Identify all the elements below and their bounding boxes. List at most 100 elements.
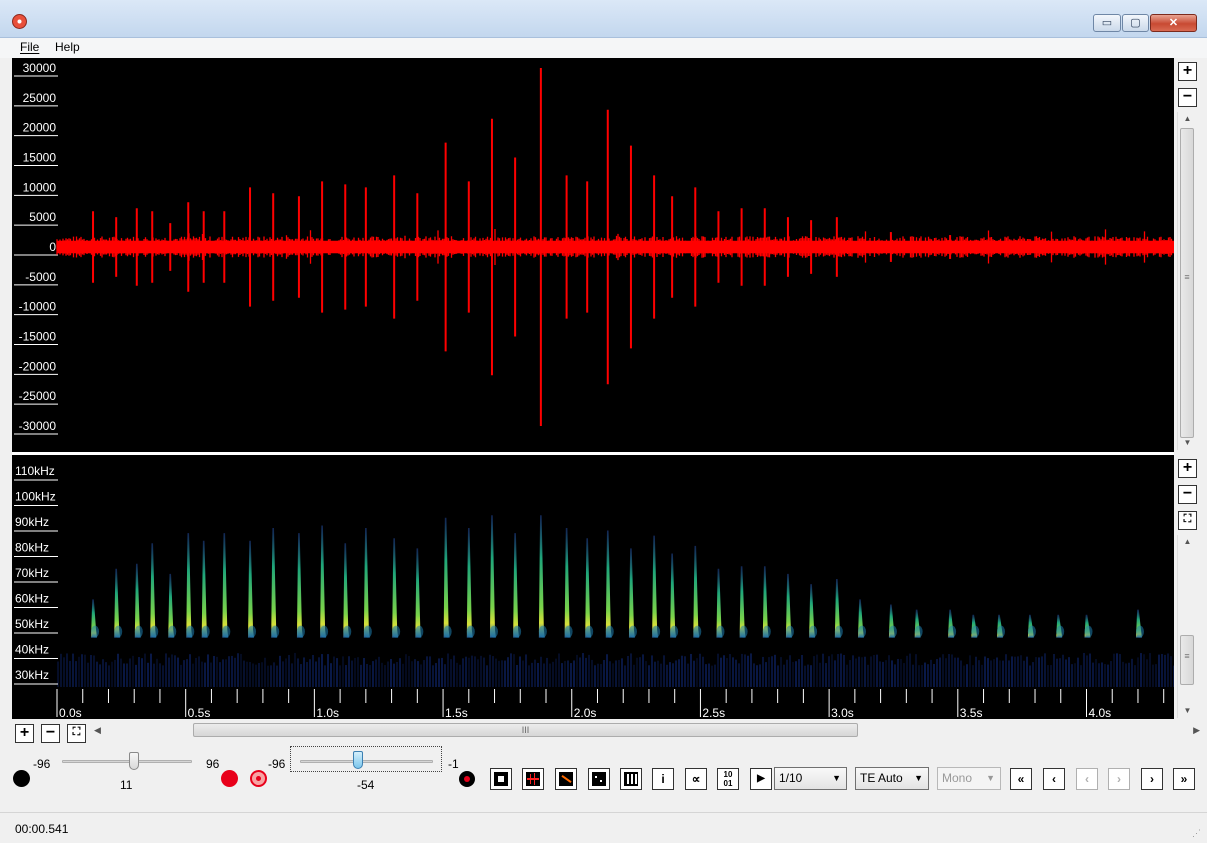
resize-grip-icon[interactable]: ⋰	[1192, 828, 1201, 838]
spectrogram-noise	[459, 664, 461, 687]
spectrogram-fit-button[interactable]: ⛶	[1178, 511, 1197, 530]
time-fit-button[interactable]: ⛶	[67, 724, 86, 743]
spectrogram-noise	[1044, 653, 1046, 687]
binary-icon: 10 01	[723, 770, 733, 788]
record-trigger-icon[interactable]	[250, 770, 267, 787]
scroll-up-arrow-icon[interactable]: ▲	[1183, 114, 1192, 123]
play-button[interactable]: ▶	[750, 768, 772, 790]
spectrogram-call	[320, 525, 327, 638]
spectrogram-noise	[1014, 656, 1016, 687]
spectrogram-noise	[141, 658, 143, 687]
spectrogram-noise	[726, 658, 728, 687]
info-button[interactable]: i	[652, 768, 674, 790]
spectrogram-zoom-out-button[interactable]: −	[1178, 485, 1197, 504]
spectrogram-call	[564, 528, 571, 638]
spectrogram-call-base	[914, 625, 923, 638]
spectrogram-noise	[1074, 663, 1076, 687]
panel-divider[interactable]	[12, 452, 1174, 455]
spectrogram-call-base	[1135, 625, 1144, 638]
scroll-left-arrow-icon[interactable]: ◀	[94, 725, 101, 735]
time-horizontal-scrollbar[interactable]: ◀ III ▶	[94, 722, 1200, 738]
spectrogram-noise	[519, 656, 521, 687]
spectrogram-scroll-thumb[interactable]	[1180, 635, 1194, 685]
spectrogram-noise	[369, 665, 371, 687]
spectrogram-noise	[162, 665, 164, 687]
decimation-select[interactable]: 1/10 ▼	[774, 767, 847, 790]
scroll-down-arrow-icon[interactable]: ▼	[1183, 438, 1192, 447]
next-trigger-button[interactable]: ›	[1108, 768, 1130, 790]
spectrogram-noise	[267, 665, 269, 687]
spectrogram-noise	[654, 661, 656, 687]
time-zoom-in-button[interactable]: +	[15, 724, 34, 743]
spectrogram-noise	[750, 653, 752, 687]
spectrogram-noise	[1158, 654, 1160, 687]
slider1-track[interactable]	[62, 760, 192, 763]
waveform-zoom-in-button[interactable]: +	[1178, 62, 1197, 81]
spectrogram-plot[interactable]: 110kHz 100kHz 90kHz 80kHz 70kHz 60kHz 50kHz 40k…	[12, 455, 1174, 719]
spectrogram-noise	[444, 664, 446, 687]
jump-start-button[interactable]: «	[1010, 768, 1032, 790]
spectrogram-noise	[969, 655, 971, 687]
waveform-vertical-scrollbar[interactable]: ▲ ≡ ▼	[1177, 112, 1196, 450]
spectrogram-noise	[834, 660, 836, 687]
channel-select[interactable]: Mono ▼	[937, 767, 1001, 790]
menu-help[interactable]: Help	[55, 40, 80, 54]
spectrogram-noise	[213, 655, 215, 687]
spectrogram-noise	[945, 658, 947, 687]
spectrogram-noise	[1092, 662, 1094, 687]
jump-end-button[interactable]: »	[1173, 768, 1195, 790]
previous-trigger-button[interactable]: ‹	[1076, 768, 1098, 790]
spectrogram-noise	[1059, 658, 1061, 687]
spectrogram-noise	[906, 655, 908, 687]
next-button[interactable]: ›	[1141, 768, 1163, 790]
previous-button[interactable]: ‹	[1043, 768, 1065, 790]
spectrogram-view-button[interactable]	[555, 768, 577, 790]
spectrogram-noise	[1071, 664, 1073, 687]
monitor-dot-icon[interactable]	[13, 770, 30, 787]
spectrogram-noise	[453, 655, 455, 687]
scatter-view-button[interactable]	[588, 768, 610, 790]
spectrogram-noise	[966, 664, 968, 687]
alpha-button[interactable]: ∝	[685, 768, 707, 790]
spectrogram-noise	[129, 658, 131, 687]
spectrogram-noise	[480, 655, 482, 687]
spectrogram-noise	[63, 657, 65, 687]
close-button[interactable]: ✕	[1150, 14, 1197, 32]
waveform-plot[interactable]: 30000 25000 20000 15000 10000 5000 0 -5000 -1000…	[12, 58, 1174, 452]
spectrogram-noise	[657, 660, 659, 687]
bars-view-button[interactable]	[620, 768, 642, 790]
digital-button[interactable]: 10 01	[717, 768, 739, 790]
spectrogram-noise	[1113, 653, 1115, 687]
time-zoom-out-button[interactable]: −	[41, 724, 60, 743]
menu-file[interactable]: File	[20, 40, 40, 54]
spectrogram-noise	[1041, 656, 1043, 687]
slider2-track[interactable]	[300, 760, 433, 763]
scroll-right-arrow-icon[interactable]: ▶	[1193, 725, 1200, 735]
time-scroll-thumb[interactable]: III	[193, 723, 858, 737]
trigger-select[interactable]: TE Auto ▼	[855, 767, 929, 790]
spectrogram-noise	[1101, 662, 1103, 687]
slider1-thumb[interactable]	[129, 752, 139, 770]
spectrogram-panel[interactable]: 110kHz 100kHz 90kHz 80kHz 70kHz 60kHz 50kHz 40k…	[12, 455, 1174, 719]
waveform-y-tick-label: -15000	[19, 330, 57, 344]
record-dot-icon[interactable]	[221, 770, 238, 787]
spectrogram-call-base	[716, 625, 725, 638]
spectrogram-noise	[600, 664, 602, 687]
scroll-down-arrow-icon[interactable]: ▼	[1183, 706, 1192, 715]
maximize-button[interactable]: ▢	[1122, 14, 1149, 32]
scroll-up-arrow-icon[interactable]: ▲	[1183, 537, 1192, 546]
spectrogram-call-base	[201, 625, 210, 638]
minimize-button[interactable]: ▭	[1093, 14, 1121, 32]
slider2-thumb[interactable]	[353, 751, 363, 769]
waveform-zoom-out-button[interactable]: −	[1178, 88, 1197, 107]
spectrogram-noise	[408, 656, 410, 687]
spectrogram-zoom-in-button[interactable]: +	[1178, 459, 1197, 478]
spectrogram-vertical-scrollbar[interactable]: ▲ ≡ ▼	[1177, 535, 1196, 718]
waveform-scroll-thumb[interactable]	[1180, 128, 1194, 438]
spectrogram-noise	[849, 660, 851, 687]
waveform-panel[interactable]: 30000 25000 20000 15000 10000 5000 0 -5000 -1000…	[12, 58, 1174, 452]
spectrogram-call-base	[809, 625, 818, 638]
trigger-dot-icon[interactable]	[459, 771, 475, 787]
stop-button[interactable]	[490, 768, 512, 790]
waveform-view-button[interactable]	[522, 768, 544, 790]
